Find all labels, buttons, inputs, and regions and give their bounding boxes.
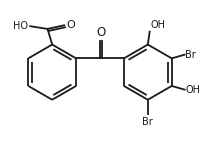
- Text: Br: Br: [185, 50, 196, 60]
- Text: OH: OH: [150, 20, 165, 30]
- Text: O: O: [96, 26, 106, 39]
- Text: Br: Br: [142, 117, 153, 127]
- Text: O: O: [67, 20, 75, 30]
- Text: HO: HO: [13, 21, 28, 31]
- Text: OH: OH: [185, 85, 201, 95]
